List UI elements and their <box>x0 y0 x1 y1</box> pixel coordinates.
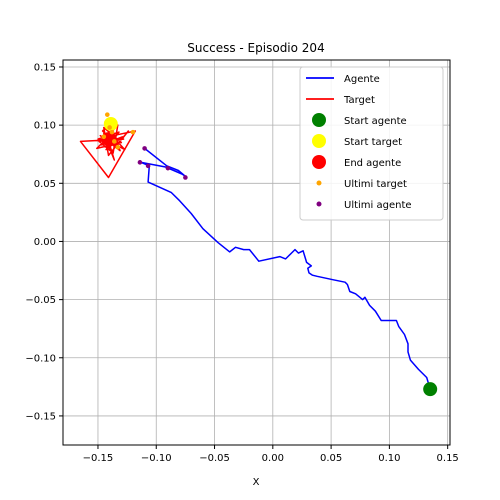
point-ultimi-target <box>130 129 136 135</box>
point-ultimi-agente <box>142 146 147 151</box>
x-tick-label: −0.10 <box>141 453 172 464</box>
legend-label: Ultimi agente <box>344 200 412 211</box>
legend-item-ultimi-target: Ultimi target <box>316 179 407 190</box>
x-tick-label: 0.15 <box>437 453 459 464</box>
point-ultimi-target <box>109 129 115 135</box>
point-ultimi-agente <box>137 160 143 165</box>
legend-item-start-agente: Start agente <box>312 113 407 127</box>
legend-item-end-agente: End agente <box>312 155 401 169</box>
x-tick-label: −0.15 <box>83 453 114 464</box>
point-ultimi-target <box>104 112 110 117</box>
y-tick-label: 0.15 <box>34 62 56 73</box>
y-tick-label: −0.10 <box>25 353 56 364</box>
y-tick-label: −0.15 <box>25 411 56 422</box>
legend-label: Agente <box>344 74 380 85</box>
x-tick-label: 0.00 <box>262 453 284 464</box>
marker-start-target <box>103 116 118 131</box>
x-tick-label: 0.10 <box>378 453 400 464</box>
legend-label: Start agente <box>344 116 407 127</box>
point-ultimi-target <box>101 134 107 140</box>
legend-item-agente: Agente <box>306 74 380 85</box>
grid <box>63 60 450 445</box>
legend-item-ultimi-agente: Ultimi agente <box>316 200 412 211</box>
point-ultimi-target <box>111 139 117 144</box>
legend-swatch <box>312 113 326 127</box>
legend-item-target: Target <box>306 95 375 106</box>
marker-start-agente <box>423 382 438 397</box>
chart-title: Success - Episodio 204 <box>187 41 324 55</box>
y-tick-label: −0.05 <box>25 295 56 306</box>
x-axis: −0.15 −0.10 −0.05 0.00 0.05 0.10 0.15 <box>83 445 459 464</box>
y-tick-label: 0.10 <box>34 121 56 132</box>
legend-item-start-target: Start target <box>312 134 402 148</box>
x-tick-label: −0.05 <box>199 453 230 464</box>
point-ultimi-agente <box>145 163 151 169</box>
legend-label: Start target <box>344 137 402 148</box>
y-axis: −0.15 −0.10 −0.05 0.00 0.05 0.10 0.15 <box>25 62 63 422</box>
legend-swatch <box>312 134 326 148</box>
marker-end-agente <box>101 132 116 147</box>
point-ultimi-agente <box>165 165 171 171</box>
legend-label: Target <box>343 95 375 106</box>
plot-area <box>79 112 438 397</box>
legend-swatch <box>316 201 322 207</box>
series-agente-line <box>140 147 431 390</box>
legend-swatch <box>312 155 326 169</box>
point-ultimi-target <box>115 144 121 150</box>
point-ultimi-agente <box>183 175 188 180</box>
legend-swatch <box>316 180 322 186</box>
legend-box <box>299 66 444 221</box>
y-tick-label: 0.00 <box>34 237 56 248</box>
axes-frame <box>62 59 451 446</box>
legend: Agente Target Start agente Start target End … <box>299 66 444 221</box>
legend-label: Ultimi target <box>344 179 407 190</box>
point-ultimi-target <box>107 125 112 130</box>
x-axis-label: X <box>253 477 260 488</box>
legend-label: End agente <box>344 158 401 169</box>
x-tick-label: 0.05 <box>320 453 342 464</box>
y-tick-label: 0.05 <box>34 179 56 190</box>
